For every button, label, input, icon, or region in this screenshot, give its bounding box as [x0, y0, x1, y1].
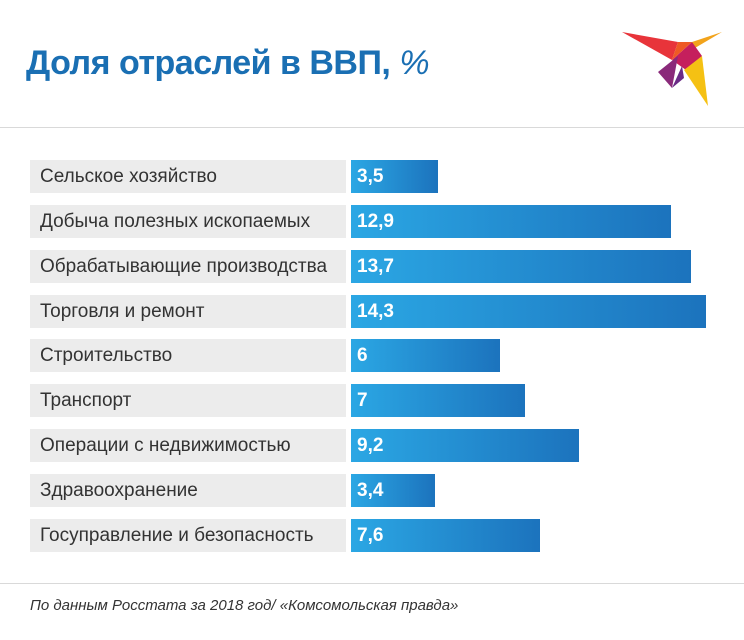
- category-label: Обрабатывающие производства: [30, 250, 346, 283]
- data-label: 9,2: [357, 435, 384, 456]
- category-label: Добыча полезных ископаемых: [30, 205, 346, 238]
- category-label: Транспорт: [30, 384, 346, 417]
- bar: [351, 384, 525, 417]
- bar: [351, 474, 435, 507]
- bar: [351, 339, 500, 372]
- category-label: Госуправление и безопасность: [30, 519, 346, 552]
- bar: [351, 160, 438, 193]
- bar: [351, 429, 579, 462]
- top-divider: [0, 127, 744, 128]
- category-label: Строительство: [30, 339, 346, 372]
- category-label: Операции с недвижимостью: [30, 429, 346, 462]
- data-label: 3,4: [357, 480, 384, 501]
- data-label: 12,9: [357, 211, 394, 232]
- swallow-bird-icon: [622, 32, 722, 106]
- category-label: Торговля и ремонт: [30, 295, 346, 328]
- data-label: 14,3: [357, 301, 394, 322]
- bar: [351, 295, 706, 328]
- data-label: 6: [357, 345, 368, 366]
- data-label: 7,6: [357, 525, 384, 546]
- category-label: Здравоохранение: [30, 474, 346, 507]
- chart-unit: %: [399, 44, 430, 82]
- category-label: Сельское хозяйство: [30, 160, 346, 193]
- bar: [351, 205, 671, 238]
- bar: [351, 250, 691, 283]
- source-note: По данным Росстата за 2018 год/ «Комсомо…: [30, 597, 459, 614]
- page-title: Доля отраслей в ВВП, %: [26, 44, 430, 83]
- data-label: 13,7: [357, 256, 394, 277]
- bar: [351, 519, 540, 552]
- bottom-divider: [0, 583, 744, 584]
- data-label: 7: [357, 390, 368, 411]
- data-label: 3,5: [357, 166, 384, 187]
- chart-title: Доля отраслей в ВВП,: [26, 44, 391, 82]
